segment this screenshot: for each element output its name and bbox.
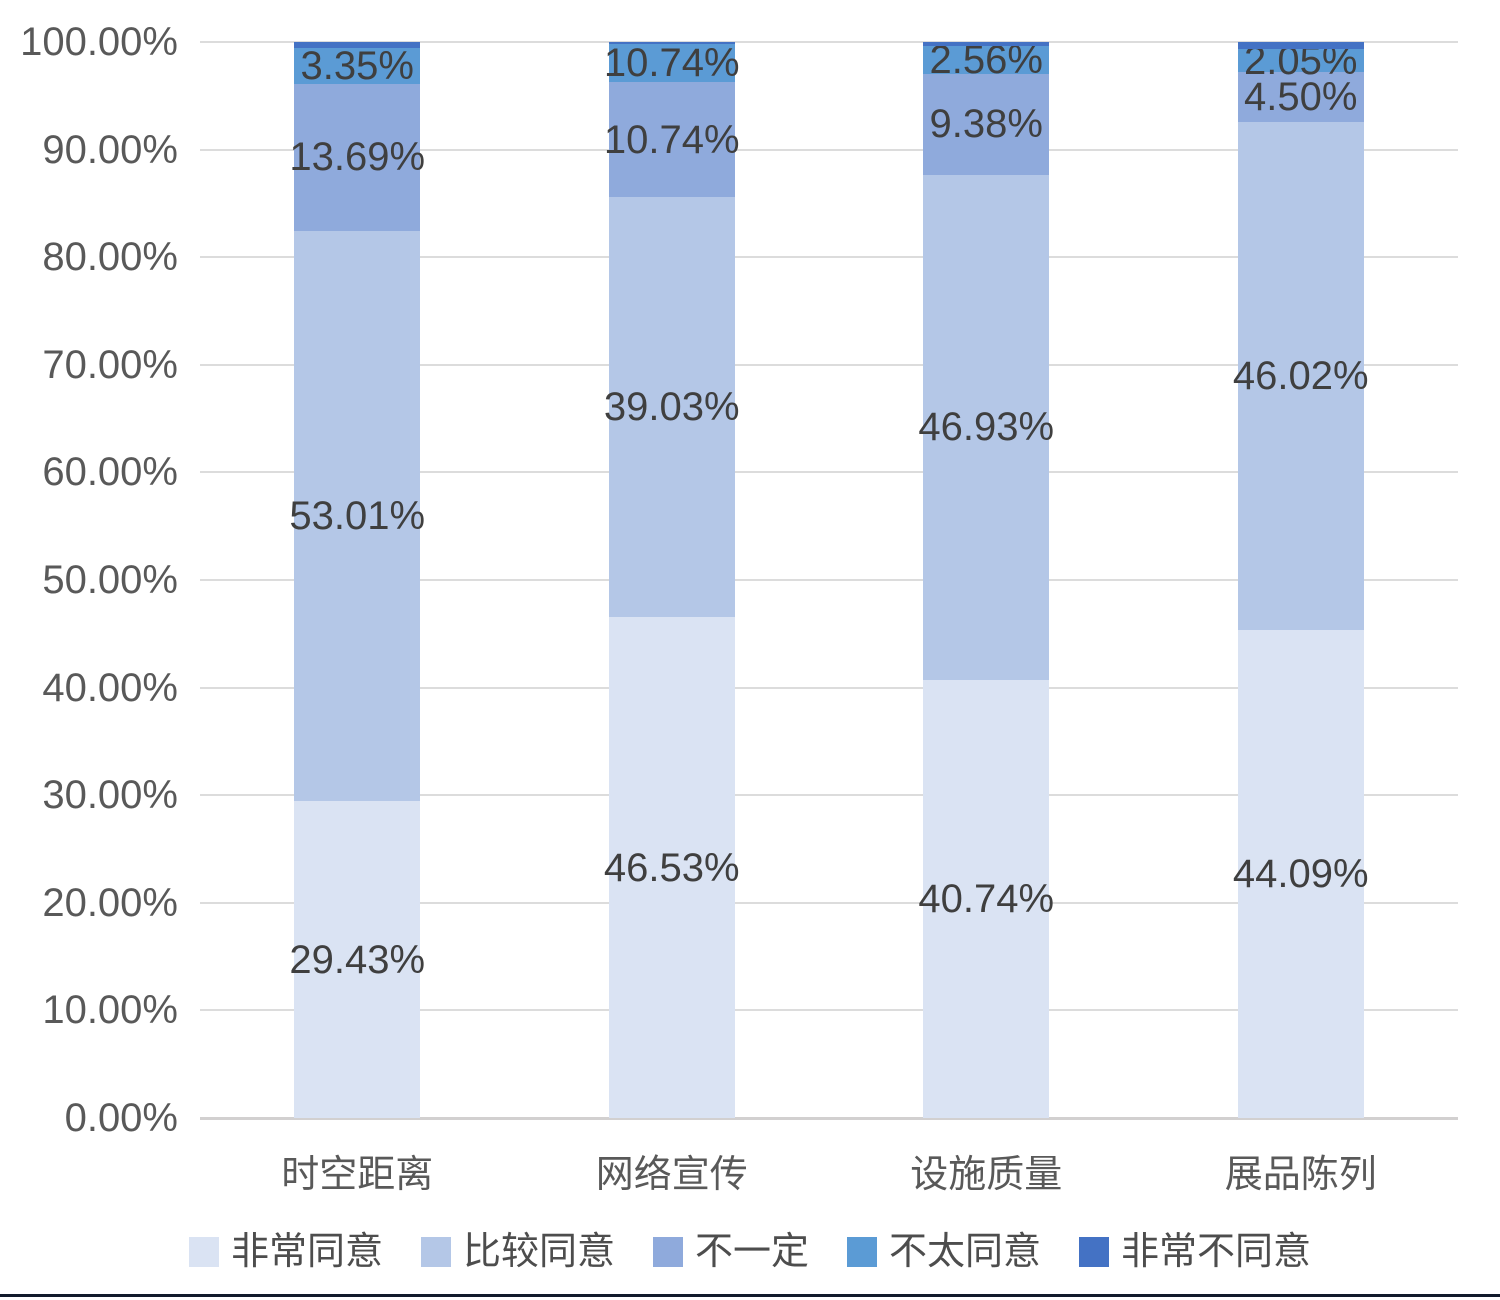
y-gridline — [200, 686, 1458, 689]
bar-segment-cat2-series1[interactable] — [923, 174, 1050, 680]
bar-segment-cat1-series1[interactable] — [608, 197, 735, 618]
x-axis-category-label: 设施质量 — [910, 1154, 1063, 1196]
plot-area: 29.43% 53.01% 13.69% 3.35% 46.53% 39.03% 10.74… — [200, 37, 1458, 1120]
bar-segment-cat2-series4[interactable] — [923, 42, 1050, 47]
data-label: 3.35% — [300, 43, 414, 88]
legend-label: 非常同意 — [230, 1231, 383, 1273]
x-axis-category-label: 展品陈列 — [1224, 1154, 1377, 1196]
y-axis-tick-label: 20.00% — [42, 880, 178, 925]
bar-segment-cat3-series3[interactable] — [1237, 49, 1364, 72]
x-axis-line — [200, 1117, 1458, 1120]
y-axis-tick-label: 90.00% — [42, 127, 178, 172]
data-label: 46.53% — [603, 845, 740, 890]
y-axis-tick-label: 40.00% — [42, 665, 178, 710]
bar-segment-cat1-series4[interactable] — [608, 42, 735, 45]
bar-segment-cat3-series0[interactable] — [1237, 630, 1364, 1118]
data-label: 29.43% — [289, 937, 426, 982]
legend-label: 不太同意 — [889, 1231, 1042, 1273]
y-axis-tick-label: 100.00% — [20, 20, 178, 64]
y-axis-tick-label: 10.00% — [42, 988, 178, 1033]
legend-item-series4[interactable]: 非常不同意 — [1079, 1233, 1311, 1271]
bar-segment-cat1-series3[interactable] — [608, 44, 735, 82]
data-label: 9.38% — [929, 102, 1043, 147]
bar-segment-cat0-series3[interactable] — [294, 47, 421, 84]
bar-segment-cat2-series2[interactable] — [923, 73, 1050, 175]
y-axis-tick-label: 80.00% — [42, 235, 178, 280]
y-axis-tick-label: 30.00% — [42, 773, 178, 818]
bar-segment-cat1-series2[interactable] — [608, 81, 735, 198]
y-gridline — [200, 256, 1458, 259]
legend-label: 比较同意 — [462, 1231, 615, 1273]
legend-swatch — [652, 1237, 683, 1267]
x-axis-category-label: 网络宣传 — [595, 1154, 748, 1196]
legend-item-series1[interactable]: 比较同意 — [420, 1231, 615, 1273]
legend-swatch — [188, 1237, 219, 1267]
y-gridline — [200, 794, 1458, 797]
y-gridline — [200, 901, 1458, 904]
legend-item-series2[interactable]: 不一定 — [652, 1231, 809, 1273]
bar-segment-cat0-series0[interactable] — [294, 801, 421, 1118]
y-gridline — [200, 41, 1458, 43]
data-label: 13.69% — [289, 135, 426, 180]
y-gridline — [200, 471, 1458, 474]
bar-segment-cat3-series4[interactable] — [1237, 42, 1364, 50]
y-axis-tick-label: 70.00% — [42, 342, 178, 387]
bar-segment-cat3-series2[interactable] — [1237, 71, 1364, 122]
data-label: 10.74% — [603, 117, 740, 162]
y-axis-tick-label: 50.00% — [42, 558, 178, 602]
bar-segment-cat0-series4[interactable] — [294, 42, 421, 48]
data-label: 53.01% — [289, 494, 426, 539]
y-gridline — [200, 148, 1458, 151]
y-gridline — [200, 363, 1458, 366]
bar-segment-cat2-series3[interactable] — [923, 46, 1050, 74]
bar-segment-cat1-series0[interactable] — [608, 617, 735, 1118]
legend-swatch — [847, 1237, 877, 1267]
y-axis-tick-label: 60.00% — [42, 450, 178, 495]
x-axis-category-label: 时空距离 — [281, 1154, 434, 1196]
bar-segment-cat0-series2[interactable] — [294, 83, 421, 231]
legend-item-series3[interactable]: 不太同意 — [847, 1233, 1041, 1271]
legend-item-series0[interactable]: 非常同意 — [188, 1231, 383, 1273]
legend: 非常同意 比较同意 不一定 不太同意 非常不同意 — [0, 1224, 1500, 1280]
data-label: 40.74% — [918, 876, 1055, 921]
data-label: 44.09% — [1232, 852, 1369, 897]
bar-segment-cat3-series1[interactable] — [1237, 121, 1364, 631]
y-gridline — [200, 1009, 1458, 1012]
bar-segment-cat2-series0[interactable] — [923, 679, 1050, 1118]
data-label: 39.03% — [603, 385, 740, 430]
y-axis-tick-label: 0.00% — [64, 1096, 178, 1140]
bar-segment-cat0-series1[interactable] — [294, 230, 421, 802]
data-label: 10.74% — [603, 41, 740, 86]
data-label: 46.93% — [918, 405, 1055, 450]
screenshot-bottom-edge — [0, 1294, 1500, 1297]
legend-label: 不一定 — [694, 1231, 809, 1273]
legend-label: 非常不同意 — [1121, 1231, 1312, 1273]
data-label: 46.02% — [1232, 354, 1369, 399]
legend-swatch — [1079, 1237, 1110, 1267]
legend-swatch — [420, 1237, 451, 1267]
data-label: 2.56% — [929, 37, 1043, 82]
data-label: 4.50% — [1244, 74, 1358, 119]
y-gridline — [200, 579, 1458, 581]
